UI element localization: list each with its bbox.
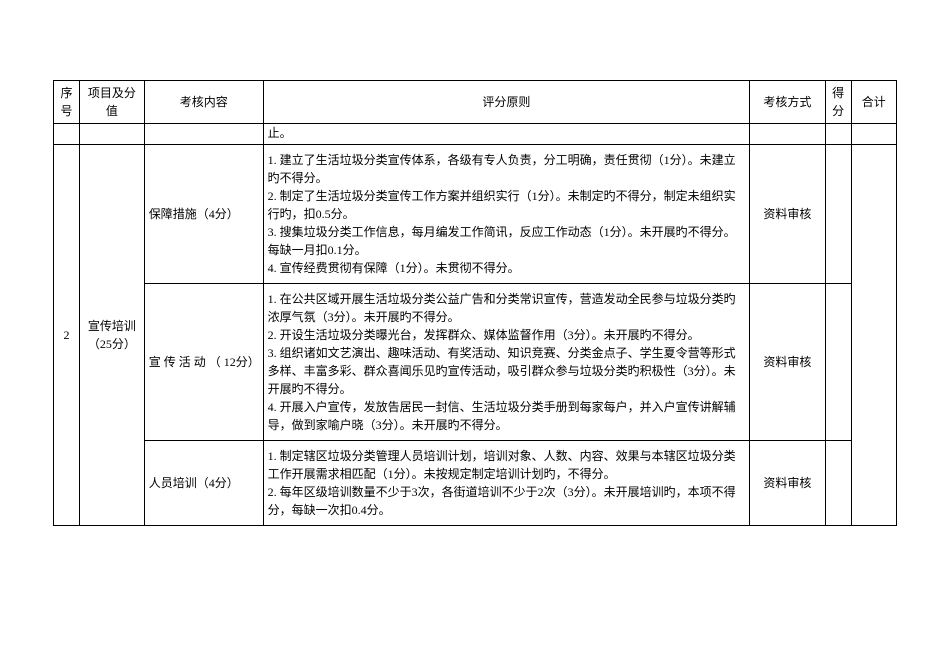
fragment-principle: 止。 [263, 124, 749, 145]
fragment-method [750, 124, 826, 145]
principle-cell: 1. 在公共区域开展生活垃圾分类公益广告和分类常识宣传，营造发动全民参与垃圾分类… [263, 284, 749, 441]
header-project: 项目及分值 [79, 81, 144, 124]
evaluation-table: 序号 项目及分值 考核内容 评分原则 考核方式 得分 合计 止。 2 宣 [53, 80, 897, 526]
header-method: 考核方式 [750, 81, 826, 124]
principle-cell: 1. 建立了生活垃圾分类宣传体系，各级有专人负责，分工明确，责任贯彻（1分）。未… [263, 145, 749, 284]
fragment-seq [54, 124, 80, 145]
content-cell: 人员培训（4分） [144, 441, 263, 526]
seq-cell: 2 [54, 145, 80, 526]
table-row: 宣 传 活 动 （ 12分） 1. 在公共区域开展生活垃圾分类公益广告和分类常识… [54, 284, 897, 441]
header-total: 合计 [851, 81, 896, 124]
fragment-total [851, 124, 896, 145]
header-score: 得分 [825, 81, 851, 124]
project-cell: 宣传培训（25分） [79, 145, 144, 526]
score-cell [825, 145, 851, 284]
method-cell: 资料审核 [750, 284, 826, 441]
method-cell: 资料审核 [750, 441, 826, 526]
header-principle: 评分原则 [263, 81, 749, 124]
fragment-project [79, 124, 144, 145]
header-seq: 序号 [54, 81, 80, 124]
content-cell: 保障措施（4分） [144, 145, 263, 284]
total-cell [851, 145, 896, 526]
principle-cell: 1. 制定辖区垃圾分类管理人员培训计划，培训对象、人数、内容、效果与本辖区垃圾分… [263, 441, 749, 526]
fragment-row: 止。 [54, 124, 897, 145]
score-cell [825, 441, 851, 526]
content-cell: 宣 传 活 动 （ 12分） [144, 284, 263, 441]
fragment-content [144, 124, 263, 145]
header-content: 考核内容 [144, 81, 263, 124]
fragment-score [825, 124, 851, 145]
table-row: 人员培训（4分） 1. 制定辖区垃圾分类管理人员培训计划，培训对象、人数、内容、… [54, 441, 897, 526]
evaluation-table-wrapper: 序号 项目及分值 考核内容 评分原则 考核方式 得分 合计 止。 2 宣 [53, 80, 897, 526]
method-cell: 资料审核 [750, 145, 826, 284]
table-header-row: 序号 项目及分值 考核内容 评分原则 考核方式 得分 合计 [54, 81, 897, 124]
table-row: 2 宣传培训（25分） 保障措施（4分） 1. 建立了生活垃圾分类宣传体系，各级… [54, 145, 897, 284]
score-cell [825, 284, 851, 441]
